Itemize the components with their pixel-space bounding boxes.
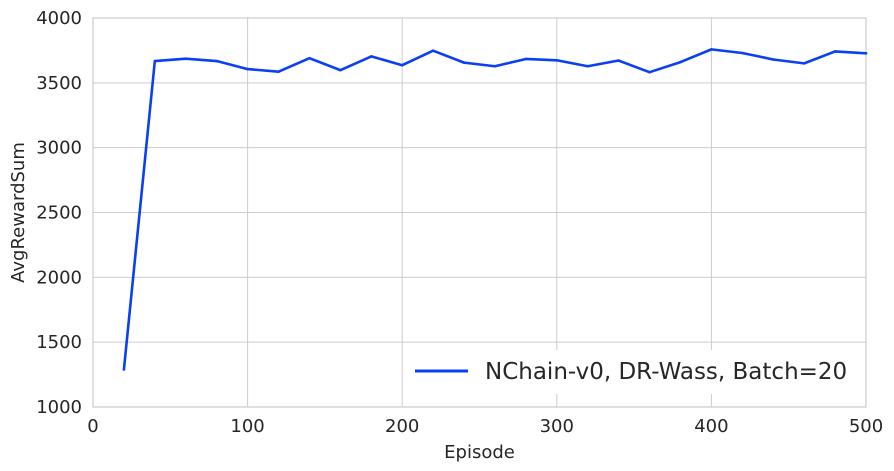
data-point <box>122 368 126 371</box>
y-tick-label: 3500 <box>36 73 82 94</box>
y-tick-label: 1000 <box>36 397 82 418</box>
data-point <box>215 59 218 63</box>
data-point <box>524 57 528 61</box>
x-tick-labels: 0 100 200 300 400 500 <box>87 416 883 437</box>
data-point <box>400 63 404 67</box>
data-point <box>771 58 775 61</box>
y-axis-label: AvgRewardSum <box>8 142 29 283</box>
y-tick-label: 2000 <box>36 267 82 288</box>
data-point <box>431 49 435 52</box>
series-layer <box>122 48 868 371</box>
y-tick-label: 2500 <box>36 203 82 224</box>
data-point <box>153 59 157 63</box>
data-point <box>246 67 249 71</box>
data-point <box>648 70 651 74</box>
x-axis-label: Episode <box>444 442 515 463</box>
plot-frame <box>92 17 867 408</box>
data-point <box>741 51 744 55</box>
data-point <box>339 68 342 72</box>
legend-label: NChain-v0, DR-Wass, Batch=20 <box>485 359 847 385</box>
data-point <box>864 51 868 55</box>
grid-lines <box>92 17 867 408</box>
x-tick-label: 300 <box>540 416 574 437</box>
y-tick-label: 1500 <box>36 332 82 353</box>
data-point <box>679 60 682 64</box>
data-point <box>802 62 806 65</box>
series-line <box>122 48 868 371</box>
y-tick-label: 3000 <box>36 138 82 159</box>
data-point <box>462 61 466 64</box>
legend: NChain-v0, DR-Wass, Batch=20 <box>404 350 856 394</box>
data-point <box>369 55 373 58</box>
data-point <box>555 58 559 62</box>
data-point <box>308 56 311 60</box>
data-point <box>710 48 713 51</box>
x-tick-label: 0 <box>87 416 98 437</box>
x-tick-label: 200 <box>385 416 419 437</box>
data-point <box>277 70 280 73</box>
y-tick-label: 4000 <box>36 8 82 29</box>
data-point <box>586 64 590 68</box>
x-tick-label: 500 <box>849 416 883 437</box>
data-point <box>833 50 837 53</box>
y-tick-labels: 1000 1500 2000 2500 3000 3500 4000 <box>36 8 82 418</box>
data-point <box>617 59 620 62</box>
x-tick-label: 100 <box>230 416 264 437</box>
legend-box <box>404 350 856 394</box>
x-tick-label: 400 <box>694 416 728 437</box>
data-point <box>184 57 188 61</box>
data-point <box>493 64 497 68</box>
